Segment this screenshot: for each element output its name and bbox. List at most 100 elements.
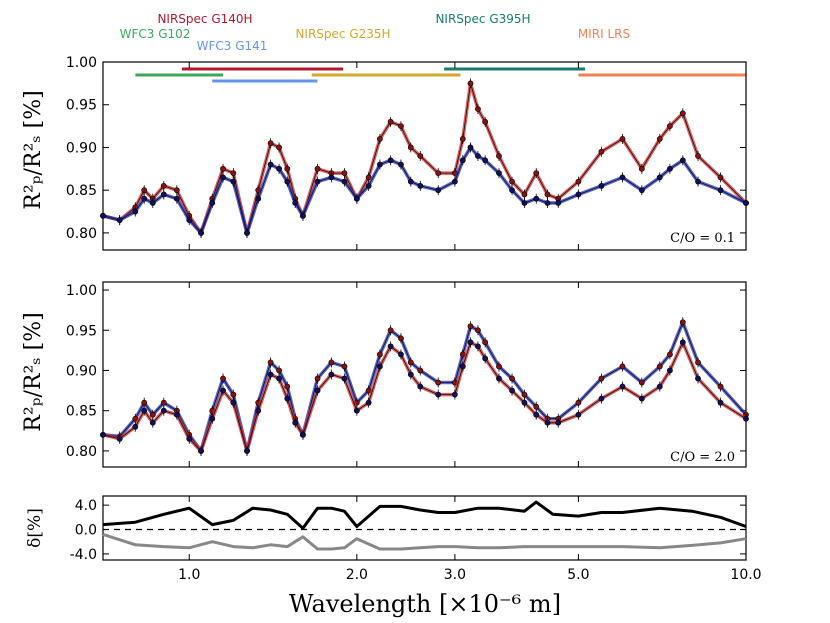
data-point — [467, 142, 474, 153]
data-point — [467, 321, 474, 332]
data-point — [398, 333, 404, 344]
data-point — [220, 373, 226, 384]
data-point — [186, 215, 193, 226]
data-point — [341, 168, 348, 179]
data-point — [656, 172, 663, 183]
data-point — [638, 185, 645, 196]
data-point — [387, 155, 394, 166]
data-point — [496, 151, 502, 161]
data-point — [284, 381, 291, 392]
data-point — [100, 429, 106, 440]
data-point — [575, 176, 582, 187]
data-point — [198, 227, 204, 238]
data-point — [521, 198, 528, 208]
series-line-co-2.0-0 — [102, 320, 748, 453]
panel-co-0.1: 0.80 0.85 0.90 0.95 1.00 — [66, 55, 749, 251]
data-point — [743, 198, 749, 208]
data-point — [341, 176, 348, 187]
data-point — [679, 155, 686, 166]
data-point — [230, 389, 237, 400]
x-tick-label: 5.0 — [567, 567, 589, 583]
plot-area-co-2.0 — [102, 281, 747, 468]
data-point — [292, 417, 299, 428]
data-point — [387, 325, 394, 336]
y-axis-label-top: R²ₚ/R²ₛ [%] — [21, 90, 46, 209]
data-point — [244, 445, 250, 456]
data-point — [407, 176, 414, 187]
y-tick-label: 0.90 — [66, 140, 97, 156]
data-point — [679, 108, 686, 119]
label-wfc3-g141: WFC3 G141 — [197, 39, 268, 53]
y-tick-label: 0.0 — [75, 523, 97, 539]
data-point — [407, 357, 414, 368]
panel-residual: -4.0 0.0 4.0 1.0 2.0 3.0 5.0 10.0 — [70, 495, 762, 583]
data-point — [598, 146, 605, 157]
data-point — [482, 337, 489, 348]
data-point — [230, 176, 237, 187]
x-tick-label: 3.0 — [444, 567, 466, 583]
data-point — [141, 405, 148, 416]
data-point — [387, 116, 394, 127]
data-point — [365, 397, 372, 408]
data-point — [244, 227, 250, 238]
data-point — [220, 172, 226, 183]
data-point — [544, 198, 551, 208]
y-tick-label: 0.95 — [66, 98, 97, 114]
data-point — [387, 341, 394, 352]
data-point — [667, 365, 673, 376]
data-point — [667, 349, 673, 360]
data-point — [284, 393, 291, 404]
data-point — [276, 365, 282, 376]
series-line-co-2.0-1 — [102, 340, 747, 453]
data-point — [459, 361, 466, 372]
data-point — [365, 180, 372, 191]
y-tick-label: 0.85 — [66, 404, 97, 420]
data-point — [695, 357, 701, 368]
data-point — [435, 168, 442, 179]
data-point — [717, 172, 724, 183]
data-point — [521, 397, 528, 408]
data-point — [544, 189, 551, 200]
plot-area-co-0.1 — [102, 61, 747, 251]
data-point — [619, 361, 626, 372]
data-point — [695, 151, 701, 161]
data-point — [376, 159, 383, 170]
data-point — [341, 373, 348, 384]
data-point — [276, 373, 282, 384]
data-point — [353, 193, 360, 204]
data-point — [353, 405, 360, 416]
data-point — [598, 373, 605, 384]
label-nirspec-g235h: NIRSpec G235H — [295, 27, 390, 41]
y-tick-label: 0.80 — [66, 444, 97, 460]
data-point — [459, 349, 466, 360]
y-tick-label: 0.90 — [66, 363, 97, 379]
y-axis-label-residual: δ[%] — [25, 508, 45, 548]
data-point — [267, 159, 274, 170]
data-point — [314, 373, 321, 384]
data-point — [173, 193, 180, 204]
data-point — [149, 417, 156, 428]
data-point — [717, 381, 724, 392]
data-point — [496, 373, 502, 384]
data-point — [717, 397, 724, 408]
data-point — [160, 180, 167, 191]
y-tick-label: 0.95 — [66, 323, 97, 339]
data-point — [100, 210, 106, 221]
data-point — [141, 185, 148, 196]
data-point — [230, 397, 237, 408]
data-point — [475, 104, 481, 114]
x-tick-label: 2.0 — [346, 567, 368, 583]
data-point — [656, 361, 663, 372]
data-point — [314, 385, 321, 396]
data-point — [209, 198, 216, 208]
data-point — [376, 133, 383, 144]
data-point — [667, 121, 673, 132]
data-point — [407, 369, 414, 380]
data-point — [467, 78, 474, 89]
model-line-co-2.0-1 — [102, 341, 747, 453]
data-point — [398, 121, 404, 132]
instrument-bars — [135, 67, 746, 83]
data-point — [435, 389, 442, 400]
data-point — [299, 210, 306, 221]
data-point — [173, 409, 180, 420]
